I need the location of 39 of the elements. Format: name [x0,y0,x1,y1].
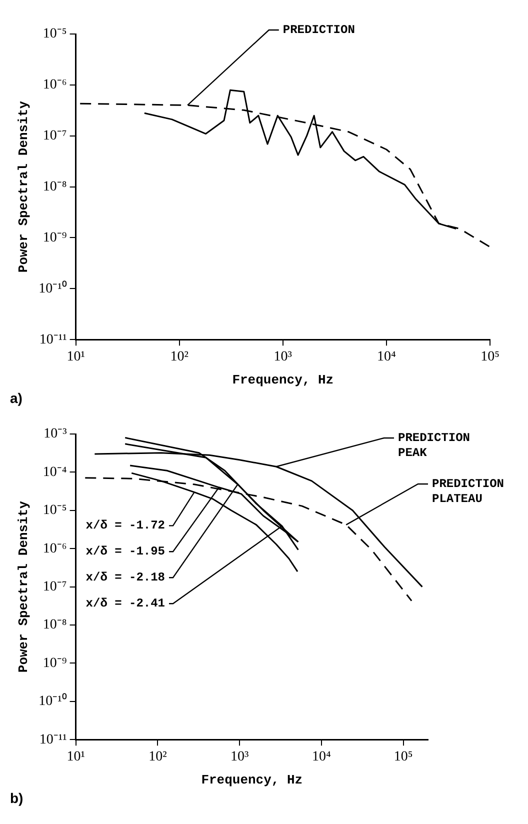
x-tick-label: 10⁵ [394,750,413,765]
text: b) [10,790,24,806]
x-axis-title: Frequency, Hz [201,772,303,788]
text: PREDICTION PLATEAU [432,477,504,506]
x-tick-label: 10¹ [66,750,85,765]
text: PREDICTION PEAK [398,431,470,460]
x-tick-label: 10⁴ [377,350,396,365]
text: x/δ = -1.95 [86,544,166,559]
y-tick-label: 10⁻¹⁰ [38,280,67,296]
x-tick-label: 10² [170,350,188,365]
y-tick-label: 10⁻⁷ [42,128,67,144]
y-axis-title: Power Spectral Density [16,500,32,673]
y-axis-title: Power Spectral Density [16,100,32,273]
x-tick-label: 10⁴ [312,750,332,765]
x-tick-label: 10⁵ [480,350,500,365]
y-tick-label: 10⁻¹¹ [39,332,67,348]
text: x/δ = -2.18 [86,570,166,585]
x-axis-title: Frequency, Hz [232,372,334,388]
y-tick-label: 10⁻⁵ [42,503,67,518]
y-tick-label: 10⁻⁹ [42,656,67,671]
y-tick-label: 10⁻¹⁰ [38,693,67,710]
y-tick-label: 10⁻⁷ [42,579,67,594]
y-tick-label: 10⁻³ [44,426,67,442]
text: x/δ = -1.72 [86,518,166,533]
y-tick-label: 10⁻⁸ [42,179,67,194]
y-tick-label: 10⁻⁶ [42,541,67,556]
y-tick-label: 10⁻¹¹ [39,732,67,748]
text: x/δ = -2.41 [86,596,166,611]
x-tick-label: 10² [148,750,167,765]
x-tick-label: 10³ [230,750,249,765]
text: a) [10,390,22,406]
x-tick-label: 10¹ [66,350,85,365]
y-tick-label: 10⁻⁹ [42,230,67,246]
text: PREDICTION [282,23,355,38]
y-tick-label: 10⁻⁴ [42,464,67,480]
y-tick-label: 10⁻⁵ [42,26,67,42]
x-tick-label: 10³ [274,350,292,365]
y-tick-label: 10⁻⁸ [42,618,67,633]
y-tick-label: 10⁻⁶ [42,78,67,93]
